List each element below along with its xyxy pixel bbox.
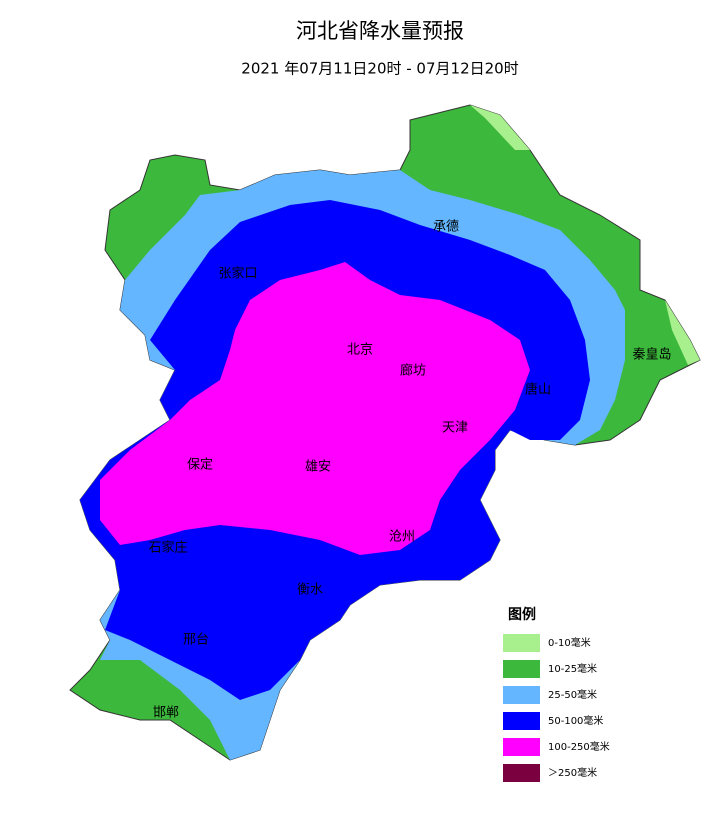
city-label: 雄安 xyxy=(305,460,331,475)
legend-swatch xyxy=(503,634,540,652)
legend: 图例 0-10毫米 10-25毫米 25-50毫米 50-100毫米 100-250毫米… xyxy=(503,606,610,782)
legend-label: ＞250毫米 xyxy=(548,766,597,779)
city-label: 廊坊 xyxy=(400,363,426,379)
city-labels: 承德 张家口 北京 廊坊 天津 唐山 秦皇岛 保定 雄安 沧州 石家庄 衡水 邢… xyxy=(148,220,671,721)
region xyxy=(100,262,530,555)
city-label: 衡水 xyxy=(297,583,323,598)
legend-swatch xyxy=(503,764,540,782)
legend-label: 50-100毫米 xyxy=(548,714,603,727)
legend-title: 图例 xyxy=(508,606,536,623)
city-label: 邯郸 xyxy=(153,706,179,721)
legend-swatch xyxy=(503,738,540,756)
city-label: 石家庄 xyxy=(148,540,187,556)
region xyxy=(470,105,530,150)
region xyxy=(665,300,700,365)
city-label: 保定 xyxy=(187,458,213,473)
map-regions xyxy=(69,104,701,761)
legend-label: 100-250毫米 xyxy=(548,740,610,753)
city-label: 张家口 xyxy=(218,266,257,282)
legend-swatch xyxy=(503,660,540,678)
legend-label: 25-50毫米 xyxy=(548,688,597,701)
legend-label: 0-10毫米 xyxy=(548,636,591,649)
city-label: 承德 xyxy=(433,220,459,235)
legend-label: 10-25毫米 xyxy=(548,662,597,675)
city-label: 天津 xyxy=(442,421,468,436)
city-label: 沧州 xyxy=(389,529,415,545)
subtitle: 2021 年07月11日20时 - 07月12日20时 xyxy=(241,60,518,78)
city-label: 北京 xyxy=(347,343,373,358)
legend-swatch xyxy=(503,712,540,730)
title: 河北省降水量预报 xyxy=(296,19,464,43)
legend-swatch xyxy=(503,686,540,704)
city-label: 秦皇岛 xyxy=(632,347,671,363)
city-label: 唐山 xyxy=(525,382,551,398)
city-label: 邢台 xyxy=(183,633,209,648)
